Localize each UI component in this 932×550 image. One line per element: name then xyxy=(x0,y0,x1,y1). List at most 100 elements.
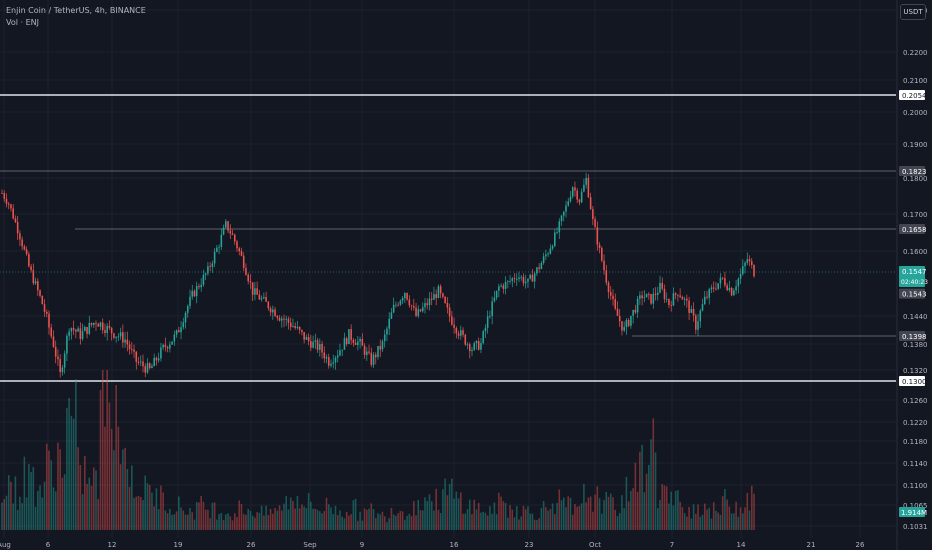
volume-bar xyxy=(50,460,53,530)
volume-bar xyxy=(699,516,702,530)
candle xyxy=(37,281,39,291)
candle xyxy=(220,234,223,247)
candle xyxy=(157,358,160,361)
candle xyxy=(265,296,267,302)
candle xyxy=(249,281,252,283)
volume-bar xyxy=(598,498,601,530)
candle xyxy=(692,308,695,316)
candle xyxy=(374,354,377,358)
volume-bar xyxy=(79,464,82,530)
candle xyxy=(110,327,113,334)
candle xyxy=(430,298,433,300)
currency-button[interactable]: USDT xyxy=(900,4,926,20)
volume-bar xyxy=(14,476,17,530)
volume-bar xyxy=(708,507,711,530)
volume-indicator-title[interactable]: Vol · ENJ xyxy=(6,18,39,27)
candle xyxy=(229,230,232,234)
volume-bar xyxy=(314,508,317,530)
volume-bar xyxy=(520,516,523,530)
candle xyxy=(348,329,350,345)
volume-bar xyxy=(354,498,357,530)
volume-bar xyxy=(482,511,484,530)
volume-bar xyxy=(395,515,397,530)
volume-bar xyxy=(267,515,270,530)
candle xyxy=(495,290,498,298)
candle xyxy=(735,286,737,291)
volume-bar xyxy=(524,509,527,530)
candle xyxy=(493,297,496,302)
price-axis[interactable]: 0.23000.22000.21000.20000.19000.18000.17… xyxy=(896,0,932,550)
volume-bar xyxy=(21,503,23,530)
price-tick-label: 0.2000 xyxy=(903,109,928,117)
volume-bar xyxy=(419,510,422,530)
candle xyxy=(477,340,480,350)
volume-bar xyxy=(294,508,296,530)
candle xyxy=(139,361,142,363)
candle xyxy=(547,253,549,255)
time-axis[interactable]: Aug 6 12 19 26 Sep 9 16 23 Oct 7 14 21 26 xyxy=(0,538,896,550)
volume-bar xyxy=(742,513,744,530)
candle xyxy=(706,296,708,298)
volume-bar xyxy=(641,444,643,530)
time-tick-label: Sep xyxy=(303,541,317,549)
volume-bar xyxy=(301,504,303,530)
volume-bar xyxy=(498,492,500,530)
candle xyxy=(623,327,625,331)
candle xyxy=(312,341,314,348)
volume-bar xyxy=(178,496,180,530)
volume-bar xyxy=(193,519,196,530)
volume-bar xyxy=(538,518,540,530)
price-tick-label: 0.1260 xyxy=(903,397,928,405)
candle xyxy=(742,266,744,274)
volume-bar xyxy=(289,497,292,530)
candle xyxy=(133,349,135,352)
volume-bar xyxy=(681,507,684,530)
candle xyxy=(703,296,706,305)
volume-bar xyxy=(84,455,86,530)
volume-bar xyxy=(153,506,155,530)
volume-bar xyxy=(706,509,708,530)
candle xyxy=(513,278,516,280)
candle xyxy=(690,308,693,313)
candle xyxy=(509,280,511,282)
candle xyxy=(334,357,337,363)
candle xyxy=(686,298,688,301)
price-tick-label: 0.1380 xyxy=(903,341,928,349)
volume-bar xyxy=(171,514,173,530)
volume-bar xyxy=(377,513,379,530)
price-tick-label: 0.1140 xyxy=(903,460,928,468)
candle xyxy=(280,318,283,321)
volume-bar xyxy=(189,507,191,530)
candle xyxy=(195,286,198,297)
symbol-title[interactable]: Enjin Coin / TetherUS, 4h, BINANCE xyxy=(6,6,146,15)
candle xyxy=(171,341,173,345)
time-tick-label: Oct xyxy=(589,541,601,549)
volume-bar xyxy=(614,509,617,530)
volume-bar xyxy=(594,494,596,530)
candle xyxy=(641,295,643,298)
candle xyxy=(442,293,444,297)
volume-bar xyxy=(135,496,138,530)
volume-bar xyxy=(75,379,77,530)
candle xyxy=(511,278,514,281)
candle xyxy=(169,344,171,349)
volume-bar xyxy=(19,496,21,530)
volume-bar xyxy=(672,505,675,530)
volume-bar xyxy=(157,509,160,530)
volume-bar xyxy=(43,481,46,530)
candle xyxy=(124,339,126,343)
candle xyxy=(276,316,279,318)
volume-bar xyxy=(500,496,502,530)
volume-bar xyxy=(256,512,258,530)
candle xyxy=(533,273,536,282)
volume-bar xyxy=(57,442,59,530)
volume-bar xyxy=(701,514,704,530)
volume-bar xyxy=(238,500,241,530)
volume-bar xyxy=(345,511,348,530)
level-price-tag xyxy=(899,166,925,176)
volume-bar xyxy=(401,511,404,530)
candle xyxy=(560,215,563,222)
candle xyxy=(536,267,538,274)
candle xyxy=(314,340,317,342)
